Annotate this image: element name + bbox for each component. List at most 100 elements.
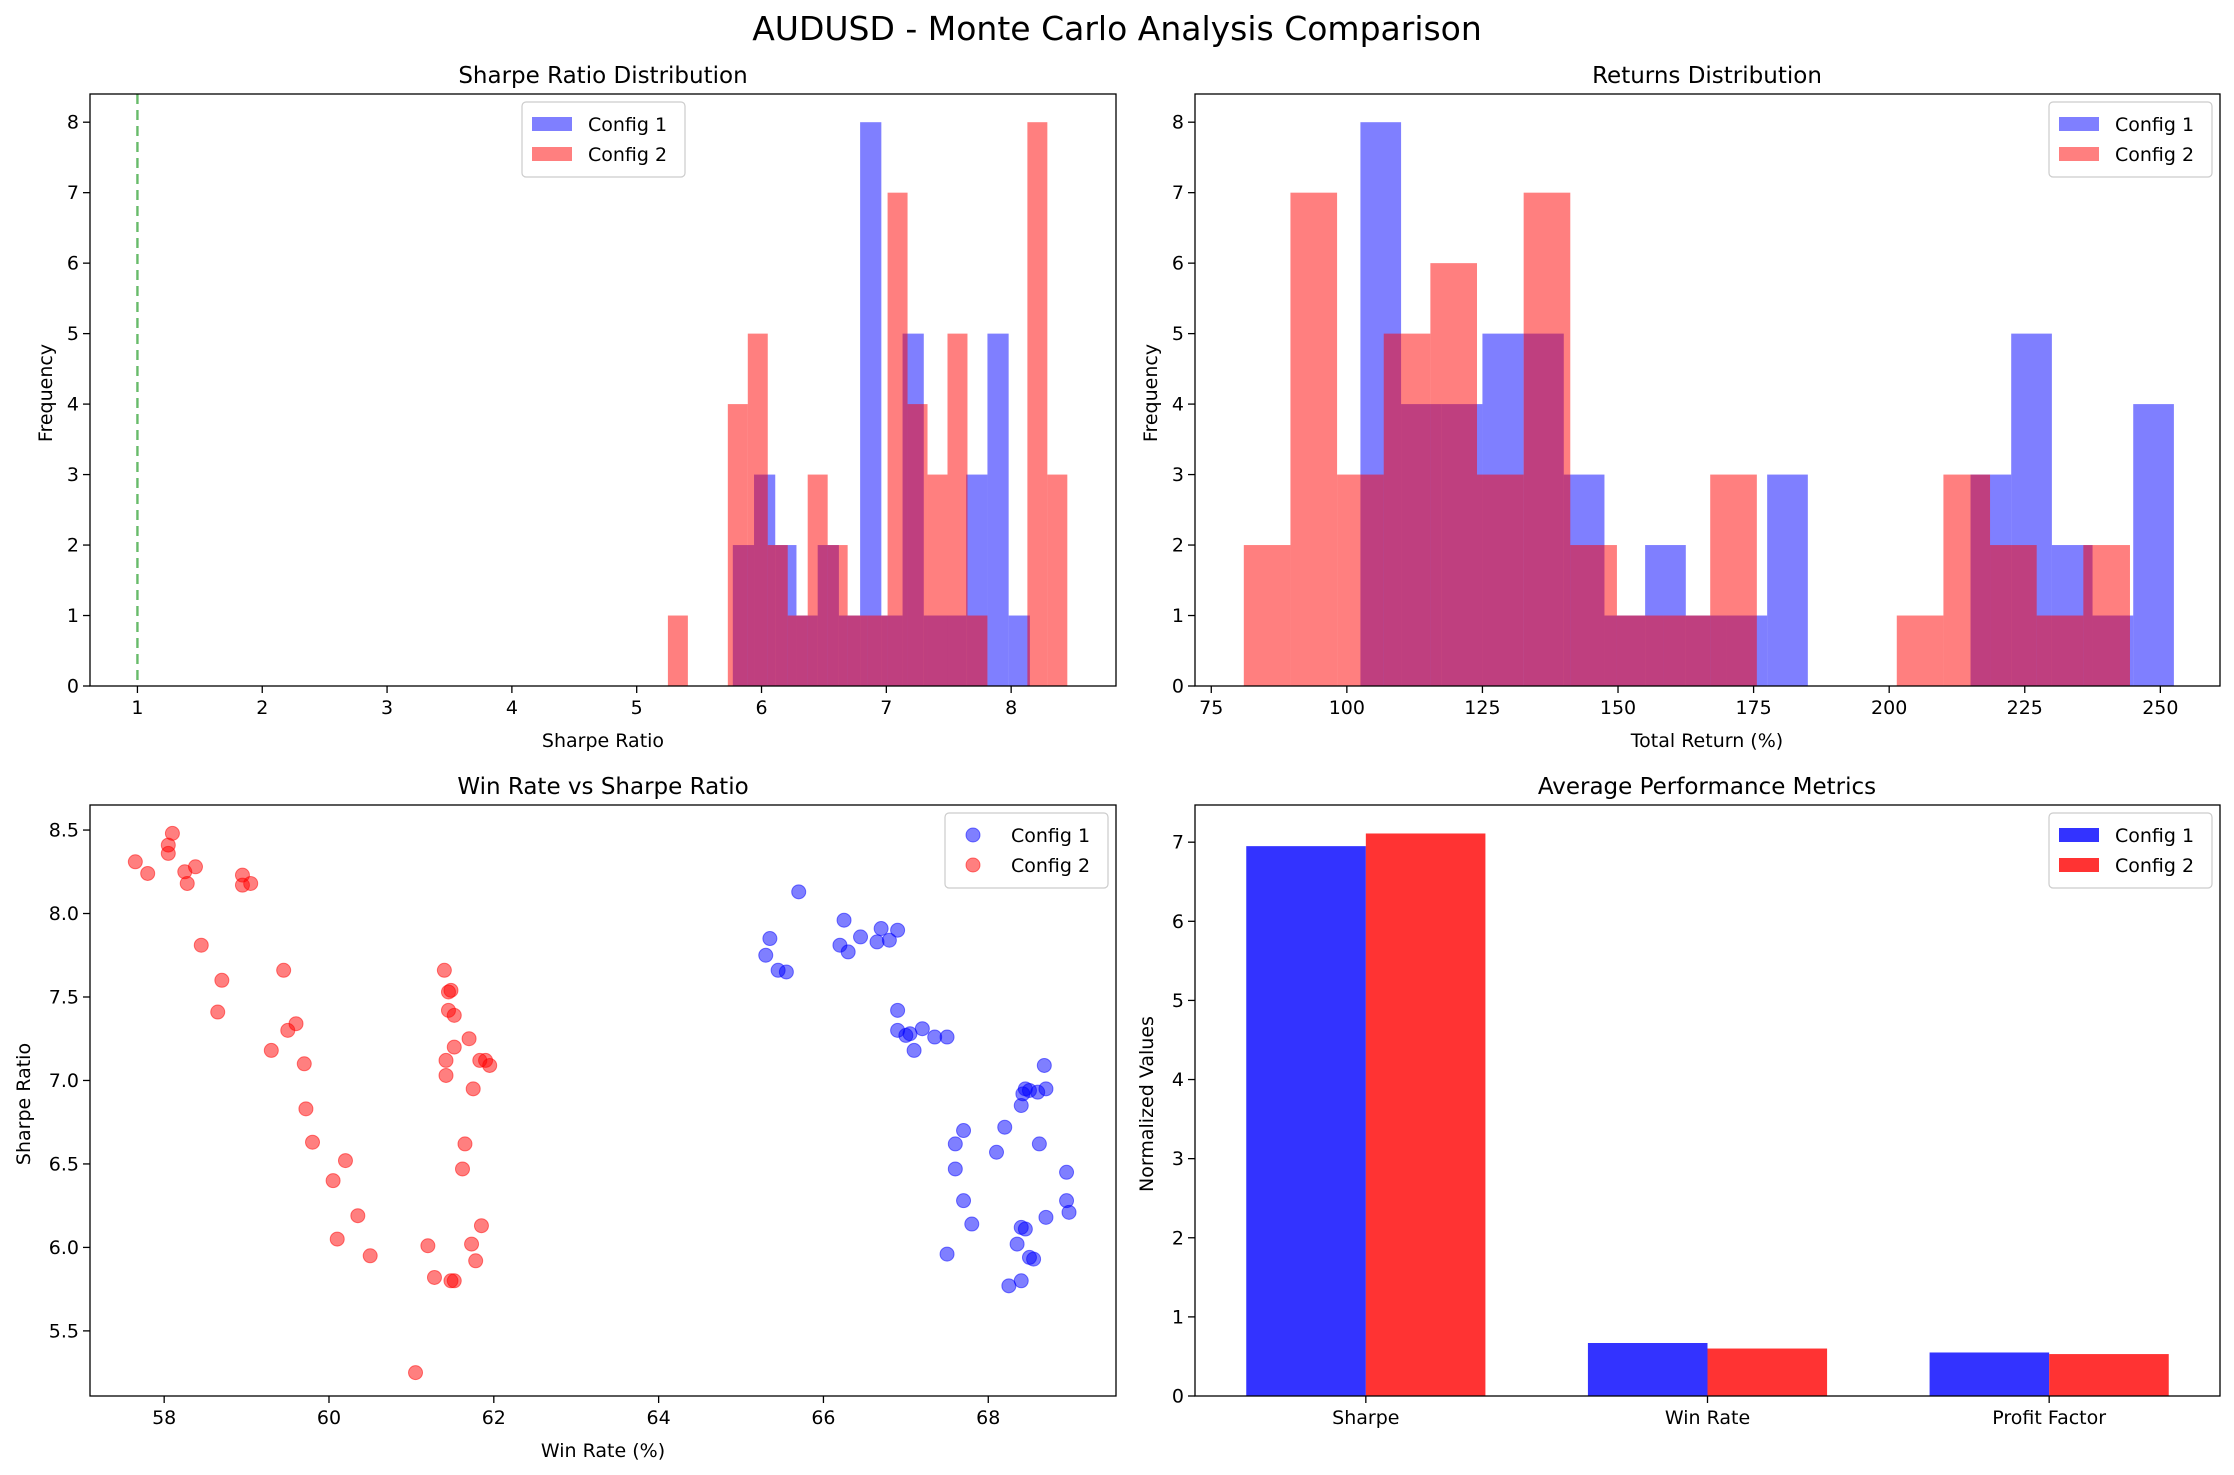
scatter-point-config-1[interactable]: [914, 1021, 930, 1037]
scatter-point-config-1[interactable]: [1061, 1204, 1077, 1220]
histogram-bar-config-2[interactable]: [1027, 122, 1048, 686]
scatter-point-config-1[interactable]: [1038, 1081, 1054, 1097]
histogram-bar-config-2[interactable]: [667, 615, 688, 686]
scatter-point-config-1[interactable]: [1013, 1273, 1029, 1289]
scatter-point-config-2[interactable]: [464, 1236, 480, 1252]
histogram-bar-config-2[interactable]: [807, 474, 828, 686]
histogram-bar-config-2[interactable]: [907, 404, 928, 686]
scatter-point-config-2[interactable]: [179, 875, 195, 891]
scatter-point-config-2[interactable]: [454, 1161, 470, 1177]
scatter-point-config-2[interactable]: [243, 875, 259, 891]
scatter-point-config-1[interactable]: [1059, 1164, 1075, 1180]
histogram-bar-config-2[interactable]: [1943, 474, 1991, 686]
scatter-point-config-1[interactable]: [890, 922, 906, 938]
scatter-point-config-2[interactable]: [350, 1208, 366, 1224]
scatter-point-config-2[interactable]: [276, 962, 292, 978]
scatter-point-config-2[interactable]: [436, 962, 452, 978]
scatter-point-config-1[interactable]: [939, 1246, 955, 1262]
histogram-bar-config-2[interactable]: [1523, 192, 1571, 686]
histogram-bar-config-2[interactable]: [947, 333, 968, 686]
scatter-point-config-1[interactable]: [890, 1002, 906, 1018]
scatter-point-config-2[interactable]: [187, 859, 203, 875]
scatter-point-config-1[interactable]: [906, 1042, 922, 1058]
scatter-point-config-1[interactable]: [778, 964, 794, 980]
scatter-point-config-1[interactable]: [873, 921, 889, 937]
histogram-bar-config-2[interactable]: [727, 404, 748, 686]
scatter-point-config-2[interactable]: [426, 1269, 442, 1285]
scatter-point-config-2[interactable]: [214, 972, 230, 988]
histogram-bar-config-1[interactable]: [1008, 615, 1030, 686]
scatter-point-config-2[interactable]: [298, 1101, 314, 1117]
scatter-point-config-1[interactable]: [947, 1136, 963, 1152]
scatter-point-config-2[interactable]: [438, 1067, 454, 1083]
scatter-point-config-2[interactable]: [305, 1134, 321, 1150]
scatter-point-config-1[interactable]: [1013, 1219, 1029, 1235]
scatter-point-config-2[interactable]: [465, 1081, 481, 1097]
histogram-bar-config-2[interactable]: [1047, 474, 1068, 686]
histogram-bar-config-2[interactable]: [1290, 192, 1338, 686]
scatter-point-config-2[interactable]: [193, 937, 209, 953]
histogram-bar-config-1[interactable]: [1767, 474, 1808, 686]
scatter-point-config-2[interactable]: [446, 1039, 462, 1055]
histogram-bar-config-2[interactable]: [1896, 615, 1944, 686]
scatter-point-config-2[interactable]: [438, 1052, 454, 1068]
histogram-bar-config-2[interactable]: [867, 615, 888, 686]
scatter-point-config-1[interactable]: [997, 1119, 1013, 1135]
histogram-bar-config-2[interactable]: [887, 192, 908, 686]
scatter-point-config-2[interactable]: [446, 1273, 462, 1289]
histogram-bar-config-2[interactable]: [1383, 333, 1431, 686]
scatter-point-config-1[interactable]: [947, 1161, 963, 1177]
histogram-bar-config-2[interactable]: [1990, 545, 2037, 686]
scatter-point-config-1[interactable]: [836, 912, 852, 928]
scatter-point-config-2[interactable]: [127, 854, 143, 870]
metric-bar-config-2[interactable]: [1707, 1348, 1828, 1396]
scatter-point-config-1[interactable]: [956, 1123, 972, 1139]
histogram-bar-config-2[interactable]: [1663, 615, 1711, 686]
metric-bar-config-2[interactable]: [2049, 1354, 2169, 1396]
scatter-point-config-2[interactable]: [362, 1248, 378, 1264]
scatter-point-config-2[interactable]: [482, 1057, 498, 1073]
scatter-point-config-1[interactable]: [881, 932, 897, 948]
scatter-point-config-1[interactable]: [989, 1144, 1005, 1160]
scatter-point-config-1[interactable]: [964, 1216, 980, 1232]
scatter-point-config-2[interactable]: [443, 982, 459, 998]
scatter-point-config-1[interactable]: [1031, 1136, 1047, 1152]
scatter-point-config-2[interactable]: [140, 865, 156, 881]
scatter-point-config-2[interactable]: [446, 1007, 462, 1023]
scatter-point-config-1[interactable]: [840, 944, 856, 960]
scatter-point-config-2[interactable]: [288, 1016, 304, 1032]
histogram-bar-config-2[interactable]: [927, 474, 948, 686]
histogram-bar-config-2[interactable]: [1710, 474, 1757, 686]
metric-bar-config-2[interactable]: [1365, 833, 1486, 1396]
histogram-bar-config-2[interactable]: [1570, 545, 1617, 686]
scatter-point-config-2[interactable]: [325, 1173, 341, 1189]
histogram-bar-config-2[interactable]: [1616, 615, 1664, 686]
scatter-point-config-2[interactable]: [210, 1004, 226, 1020]
scatter-point-config-1[interactable]: [758, 947, 774, 963]
histogram-bar-config-2[interactable]: [2083, 545, 2130, 686]
scatter-point-config-2[interactable]: [468, 1253, 484, 1269]
scatter-point-config-2[interactable]: [473, 1218, 489, 1234]
histogram-bar-config-2[interactable]: [1243, 545, 1291, 686]
histogram-bar-config-2[interactable]: [1477, 474, 1524, 686]
scatter-point-config-2[interactable]: [337, 1153, 353, 1169]
histogram-bar-config-2[interactable]: [747, 333, 768, 686]
scatter-point-config-2[interactable]: [164, 825, 180, 841]
histogram-bar-config-1[interactable]: [860, 122, 882, 686]
histogram-bar-config-2[interactable]: [787, 615, 808, 686]
scatter-point-config-1[interactable]: [791, 884, 807, 900]
scatter-point-config-2[interactable]: [420, 1238, 436, 1254]
histogram-bar-config-2[interactable]: [967, 615, 988, 686]
scatter-point-config-1[interactable]: [939, 1029, 955, 1045]
scatter-point-config-2[interactable]: [457, 1136, 473, 1152]
histogram-bar-config-2[interactable]: [827, 545, 848, 686]
histogram-bar-config-2[interactable]: [1337, 474, 1384, 686]
histogram-bar-config-2[interactable]: [1430, 263, 1478, 686]
histogram-bar-config-2[interactable]: [2036, 615, 2084, 686]
scatter-point-config-1[interactable]: [1009, 1236, 1025, 1252]
histogram-bar-config-2[interactable]: [847, 615, 868, 686]
scatter-point-config-1[interactable]: [1026, 1251, 1042, 1267]
scatter-point-config-1[interactable]: [1036, 1057, 1052, 1073]
metric-bar-config-1[interactable]: [1929, 1352, 2050, 1396]
histogram-bar-config-2[interactable]: [767, 545, 788, 686]
